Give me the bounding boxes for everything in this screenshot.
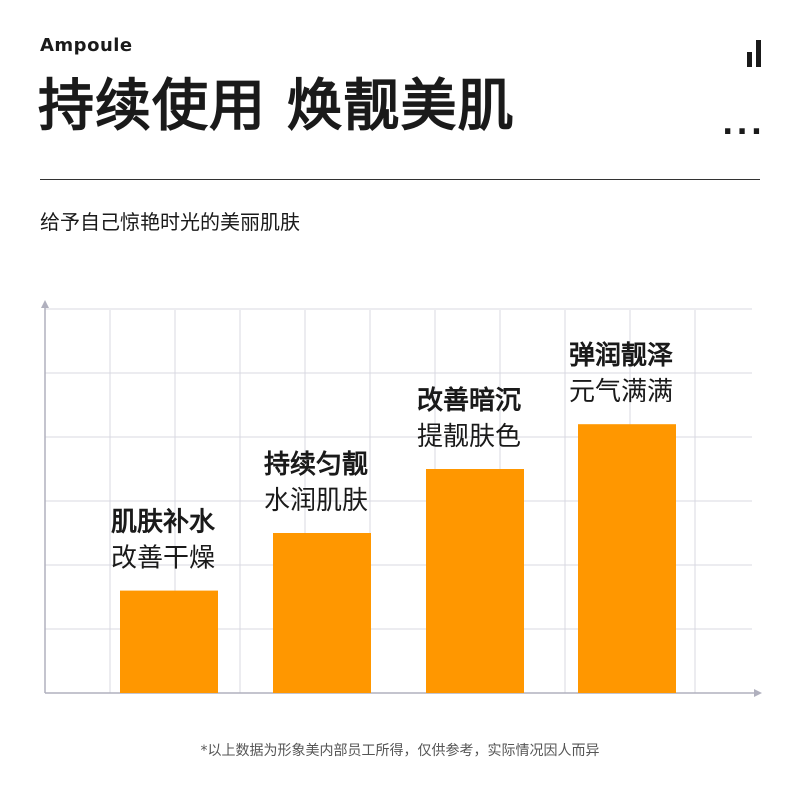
bar-sublabel: 提靓肤色 [417, 422, 521, 452]
bar-label: 弹润靓泽 [569, 340, 673, 371]
footnote: *以上数据为形象美内部员工所得，仅供参考，实际情况因人而异 [200, 743, 600, 759]
bar-3 [426, 469, 524, 693]
x-axis-arrow [754, 689, 762, 697]
bar-sublabel: 元气满满 [569, 377, 673, 407]
bar-label: 改善暗沉 [417, 385, 521, 416]
bar-label: 持续匀靓 [264, 449, 368, 480]
more-icon[interactable]: ... [722, 107, 766, 142]
page-title: 持续使用 焕靓美肌 [38, 74, 515, 139]
bar-1 [120, 590, 218, 693]
lipstick-icon [747, 40, 761, 67]
page-subtitle: 给予自己惊艳时光的美丽肌肤 [40, 210, 300, 234]
brand-name: Ampoule [40, 35, 133, 56]
y-axis-arrow [41, 300, 49, 308]
title-divider [40, 179, 760, 180]
bar-sublabel: 改善干燥 [111, 544, 215, 574]
bar-4 [578, 424, 676, 693]
bar-label: 肌肤补水 [111, 508, 216, 538]
bar-sublabel: 水润肌肤 [264, 486, 368, 516]
bar-2 [273, 533, 371, 693]
